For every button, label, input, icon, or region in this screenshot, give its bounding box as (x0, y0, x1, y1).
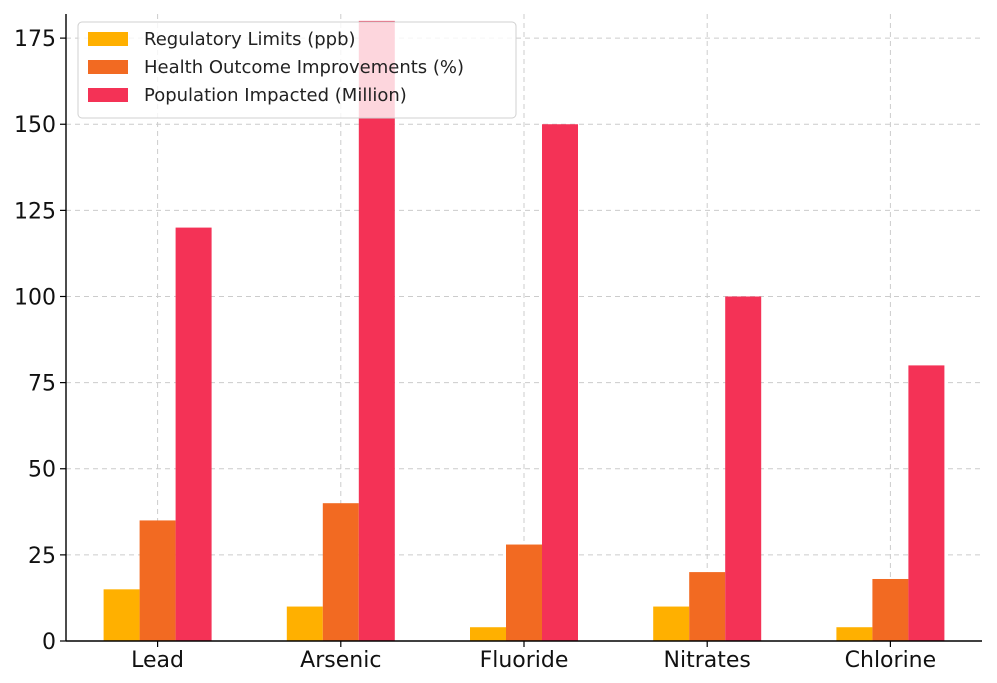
bar-nitrates-health-outcome-improvements (689, 572, 726, 641)
bar-nitrates-population-impacted-million (725, 296, 762, 641)
legend: Regulatory Limits (ppb) Health Outcome Im… (77, 21, 517, 119)
bar-nitrates-regulatory-limits-ppb (653, 606, 690, 641)
bar-chlorine-regulatory-limits-ppb (836, 627, 873, 641)
x-tick-label-lead: Lead (131, 648, 184, 673)
x-tick-label-arsenic: Arsenic (300, 648, 381, 673)
bars (103, 20, 945, 642)
y-tick-label: 50 (28, 458, 56, 483)
legend-box (77, 21, 517, 119)
legend-label-population-impacted-million: Population Impacted (Million) (144, 85, 407, 106)
x-axis-ticks: Lead Arsenic Fluoride Nitrates Chlorine (131, 641, 936, 673)
bar-lead-regulatory-limits-ppb (103, 589, 140, 641)
legend-swatch-population-impacted-million (88, 88, 128, 102)
y-tick-label: 75 (28, 372, 56, 397)
bar-lead-health-outcome-improvements (139, 520, 176, 641)
bar-chlorine-health-outcome-improvements (872, 578, 909, 641)
legend-swatch-health-outcome-improvements (88, 60, 128, 74)
legend-swatch-regulatory-limits-ppb (88, 32, 128, 46)
bar-chlorine-population-impacted-million (908, 365, 945, 641)
bar-lead-population-impacted-million (175, 227, 212, 642)
y-axis-ticks: 0 25 50 75 100 125 150 175 (14, 27, 66, 655)
y-tick-label: 125 (14, 199, 56, 224)
x-tick-label-chlorine: Chlorine (845, 648, 937, 673)
bar-fluoride-health-outcome-improvements (506, 544, 542, 641)
y-tick-label: 100 (14, 285, 56, 310)
bar-arsenic-health-outcome-improvements (322, 503, 359, 641)
bar-arsenic-population-impacted-million (358, 20, 395, 641)
x-tick-label-nitrates: Nitrates (664, 648, 751, 673)
bar-fluoride-regulatory-limits-ppb (470, 627, 506, 641)
x-tick-label-fluoride: Fluoride (480, 648, 569, 673)
y-tick-label: 25 (28, 544, 56, 569)
legend-label-regulatory-limits-ppb: Regulatory Limits (ppb) (144, 29, 356, 50)
y-tick-label: 150 (14, 113, 56, 138)
legend-label-health-outcome-improvements: Health Outcome Improvements (%) (144, 57, 464, 78)
bar-fluoride-population-impacted-million (542, 124, 578, 641)
y-tick-label: 0 (42, 630, 56, 655)
bar-arsenic-regulatory-limits-ppb (286, 606, 323, 641)
y-tick-label: 175 (14, 27, 56, 52)
